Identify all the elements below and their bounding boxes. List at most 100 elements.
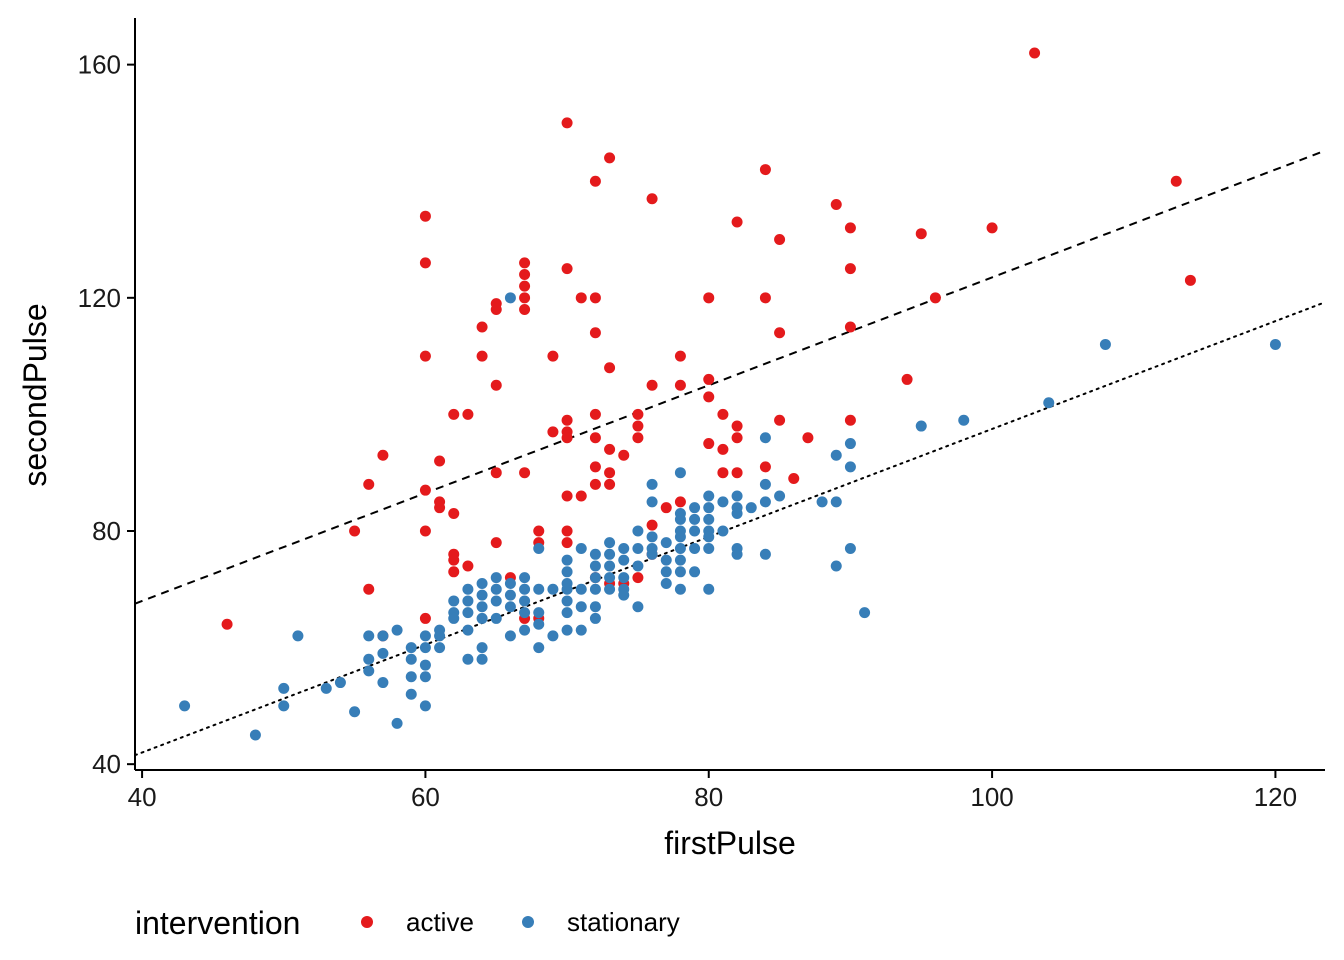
point-active — [646, 193, 658, 205]
point-stationary — [674, 513, 686, 525]
point-stationary — [504, 292, 516, 304]
point-stationary — [476, 612, 488, 624]
reference-lines — [135, 149, 1325, 757]
point-stationary — [476, 577, 488, 589]
point-stationary — [377, 647, 389, 659]
legend-label-active: active — [406, 907, 474, 937]
point-stationary — [589, 612, 601, 624]
point-active — [731, 216, 743, 228]
point-active — [448, 554, 460, 566]
point-active — [1170, 175, 1182, 187]
legend-title: intervention — [135, 905, 300, 941]
x-tick-label: 120 — [1254, 782, 1297, 812]
point-active — [434, 455, 446, 467]
point-stationary — [660, 554, 672, 566]
reference-line-dashed — [135, 149, 1325, 605]
point-stationary — [759, 496, 771, 508]
point-stationary — [703, 502, 715, 514]
point-stationary — [1099, 338, 1111, 350]
point-stationary — [674, 467, 686, 479]
point-stationary — [689, 513, 701, 525]
point-stationary — [689, 502, 701, 514]
point-stationary — [1043, 397, 1055, 409]
point-stationary — [660, 537, 672, 549]
point-stationary — [519, 595, 531, 607]
point-stationary — [419, 642, 431, 654]
point-active — [462, 408, 474, 420]
point-active — [589, 461, 601, 473]
y-tick-label: 120 — [78, 283, 121, 313]
point-stationary — [703, 531, 715, 543]
point-active — [448, 566, 460, 578]
point-stationary — [519, 607, 531, 619]
point-active — [774, 234, 786, 246]
y-axis-ticks: 40 80 120 160 — [78, 50, 135, 779]
point-stationary — [731, 508, 743, 520]
y-axis-title: secondPulse — [17, 303, 53, 486]
point-active — [519, 467, 531, 479]
point-stationary — [604, 548, 616, 560]
point-active — [844, 321, 856, 333]
point-active — [476, 321, 488, 333]
point-stationary — [575, 542, 587, 554]
point-stationary — [632, 560, 644, 572]
point-active — [490, 537, 502, 549]
point-stationary — [759, 478, 771, 490]
point-stationary — [618, 589, 630, 601]
point-active — [660, 502, 672, 514]
point-stationary — [405, 671, 417, 683]
point-stationary — [660, 566, 672, 578]
point-stationary — [703, 513, 715, 525]
point-stationary — [674, 554, 686, 566]
point-active — [646, 519, 658, 531]
point-active — [462, 560, 474, 572]
point-stationary — [759, 548, 771, 560]
point-active — [589, 327, 601, 339]
data-points — [179, 47, 1281, 741]
point-stationary — [689, 525, 701, 537]
point-stationary — [504, 630, 516, 642]
point-stationary — [604, 537, 616, 549]
point-stationary — [646, 548, 658, 560]
point-active — [561, 117, 573, 129]
point-stationary — [759, 432, 771, 444]
point-stationary — [816, 496, 828, 508]
point-active — [929, 292, 941, 304]
point-stationary — [462, 583, 474, 595]
point-active — [731, 467, 743, 479]
x-tick-label: 80 — [694, 782, 723, 812]
point-stationary — [363, 630, 375, 642]
point-stationary — [674, 583, 686, 595]
point-stationary — [504, 589, 516, 601]
point-active — [448, 508, 460, 520]
point-stationary — [519, 572, 531, 584]
point-stationary — [349, 706, 361, 718]
point-stationary — [703, 583, 715, 595]
point-stationary — [674, 542, 686, 554]
point-active — [604, 152, 616, 164]
point-active — [419, 257, 431, 269]
point-stationary — [547, 630, 559, 642]
point-active — [547, 426, 559, 438]
point-active — [419, 210, 431, 222]
point-stationary — [703, 490, 715, 502]
point-active — [759, 292, 771, 304]
point-stationary — [589, 583, 601, 595]
point-stationary — [589, 548, 601, 560]
point-stationary — [674, 531, 686, 543]
point-stationary — [462, 653, 474, 665]
point-stationary — [604, 583, 616, 595]
legend: intervention active stationary — [135, 905, 680, 941]
x-tick-label: 60 — [411, 782, 440, 812]
point-active — [589, 292, 601, 304]
point-stationary — [830, 496, 842, 508]
point-active — [844, 414, 856, 426]
point-active — [802, 432, 814, 444]
point-active — [448, 408, 460, 420]
point-stationary — [618, 554, 630, 566]
legend-label-stationary: stationary — [567, 907, 680, 937]
point-stationary — [646, 531, 658, 543]
point-stationary — [589, 560, 601, 572]
point-stationary — [830, 560, 842, 572]
point-stationary — [561, 583, 573, 595]
